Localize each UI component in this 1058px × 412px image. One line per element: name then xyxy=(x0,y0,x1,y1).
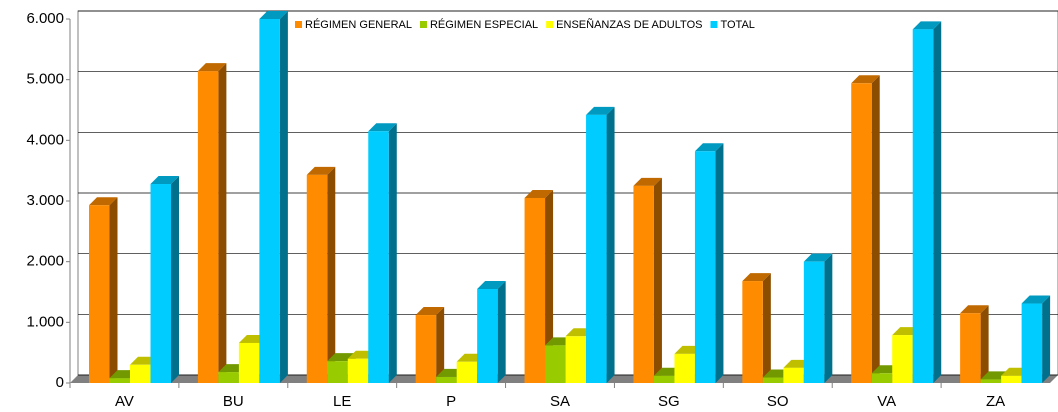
legend-swatch xyxy=(546,21,554,28)
bar xyxy=(259,11,288,383)
x-tick-label: SA xyxy=(550,393,570,410)
x-tick-label: SO xyxy=(767,393,789,410)
bar xyxy=(368,123,397,383)
legend-swatch xyxy=(710,21,718,28)
y-tick-label: 3.000 xyxy=(26,192,64,209)
y-tick-label: 0 xyxy=(56,374,64,391)
bar xyxy=(803,253,833,383)
y-tick-label: 1.000 xyxy=(26,313,64,330)
bar xyxy=(89,197,118,383)
bar xyxy=(633,177,662,383)
legend-label: RÉGIMEN GENERAL xyxy=(305,18,412,31)
bar xyxy=(742,273,771,383)
x-tick-label: BU xyxy=(223,393,244,410)
bar xyxy=(912,21,942,384)
x-tick-label: ZA xyxy=(986,393,1005,410)
bar xyxy=(524,189,554,383)
bar xyxy=(150,176,179,383)
bar xyxy=(197,63,227,383)
y-tick-label: 4.000 xyxy=(26,131,64,148)
bar xyxy=(960,305,989,383)
x-tick-label: VA xyxy=(877,393,896,410)
bar xyxy=(415,307,445,383)
legend-swatch xyxy=(419,21,427,28)
legend-swatch xyxy=(295,21,302,28)
x-tick-label: AV xyxy=(115,393,134,410)
y-tick-label: 5.000 xyxy=(26,71,64,88)
legend-label: RÉGIMEN ESPECIAL xyxy=(430,18,538,31)
bar xyxy=(306,166,336,383)
y-tick-label: 2.000 xyxy=(26,253,64,270)
x-tick-label: SG xyxy=(658,393,680,410)
bar xyxy=(694,143,724,383)
y-tick-label: 6.000 xyxy=(26,10,64,27)
legend-label: TOTAL xyxy=(720,19,754,31)
bar xyxy=(477,280,506,383)
bar xyxy=(851,75,880,383)
x-tick-label: P xyxy=(446,393,456,410)
legend-label: ENSEÑANZAS DE ADULTOS xyxy=(556,18,702,31)
bar xyxy=(586,106,615,383)
x-tick-label: LE xyxy=(333,393,351,410)
bar xyxy=(1021,295,1051,383)
